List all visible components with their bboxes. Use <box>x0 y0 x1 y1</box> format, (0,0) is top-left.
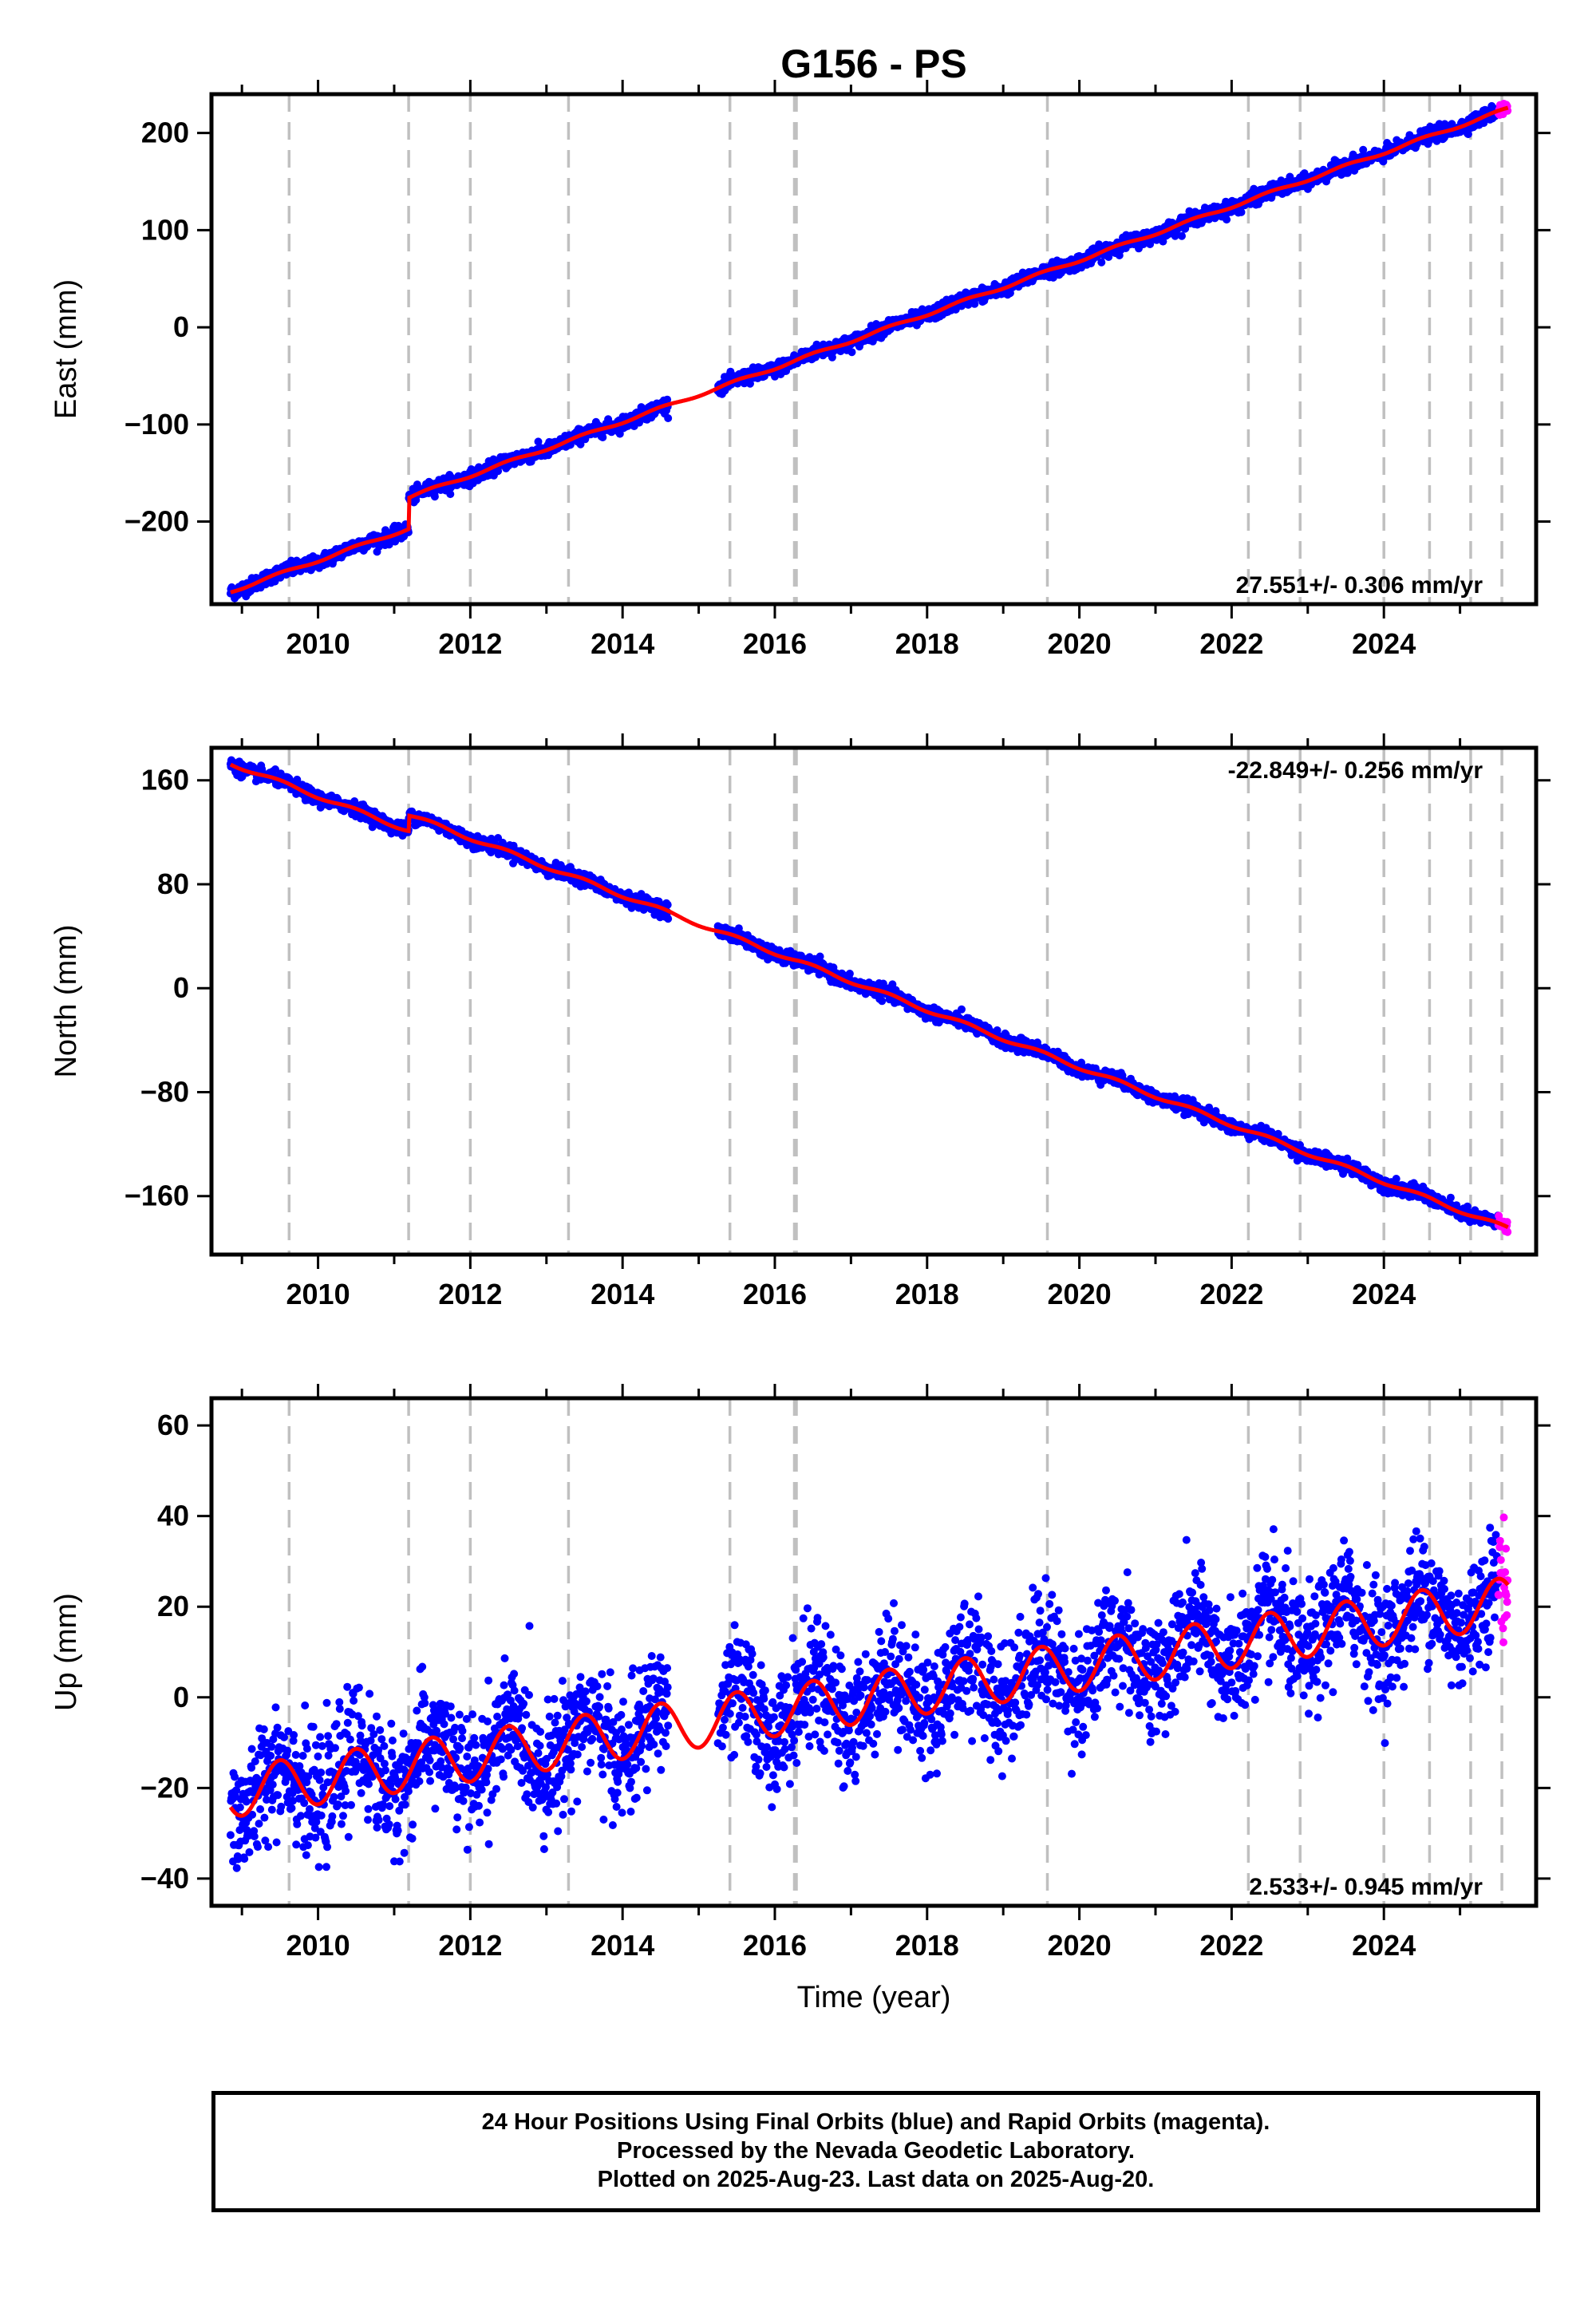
final-point <box>494 467 503 476</box>
y-axis-label: East (mm) <box>49 279 83 419</box>
x-tick-label: 2020 <box>1048 627 1112 660</box>
x-tick-label: 2018 <box>895 627 959 660</box>
final-point <box>1464 130 1472 139</box>
final-point <box>271 765 279 773</box>
final-point <box>1359 145 1368 154</box>
chart-title: G156 - PS <box>780 41 966 86</box>
final-point <box>1097 258 1106 267</box>
x-tick-label: 2012 <box>438 627 502 660</box>
final-point <box>1223 215 1231 224</box>
x-tick-label: 2016 <box>743 627 807 660</box>
rate-annotation-east: 27.551+/- 0.306 mm/yr <box>1236 572 1483 599</box>
final-point <box>1178 231 1186 240</box>
final-point <box>970 299 979 308</box>
final-point <box>845 970 854 978</box>
model-line-east <box>230 105 1509 595</box>
final-point <box>663 900 672 909</box>
x-tick-label: 2022 <box>1199 627 1263 660</box>
panel-east: −200 −100 0 100 200 East (mm) 2010 2012 2014 2016… <box>49 80 1551 660</box>
final-point <box>664 414 673 422</box>
x-tick-label: 2014 <box>591 627 654 660</box>
final-point <box>1159 237 1167 246</box>
final-point <box>816 952 824 961</box>
final-point <box>598 433 607 441</box>
panel-frame-east <box>209 92 1539 607</box>
scatter-north <box>226 756 1512 1236</box>
x-tick-label: 2024 <box>1352 627 1416 660</box>
final-point <box>847 348 856 357</box>
final-point <box>430 492 439 501</box>
y-tick-label: 100 <box>141 213 189 246</box>
x-tick-label: 2010 <box>286 627 350 660</box>
final-point <box>958 1005 966 1014</box>
final-point <box>664 915 673 923</box>
y-tick-label: −100 <box>124 408 189 441</box>
final-point <box>350 797 359 805</box>
final-point <box>534 437 543 446</box>
y-tick-label: 200 <box>141 117 189 149</box>
final-point <box>446 490 455 499</box>
y-tick-label: −200 <box>124 505 189 538</box>
final-point <box>1237 207 1246 216</box>
y-tick-label: 0 <box>173 310 189 343</box>
final-point <box>663 395 672 404</box>
final-point <box>878 997 887 1006</box>
